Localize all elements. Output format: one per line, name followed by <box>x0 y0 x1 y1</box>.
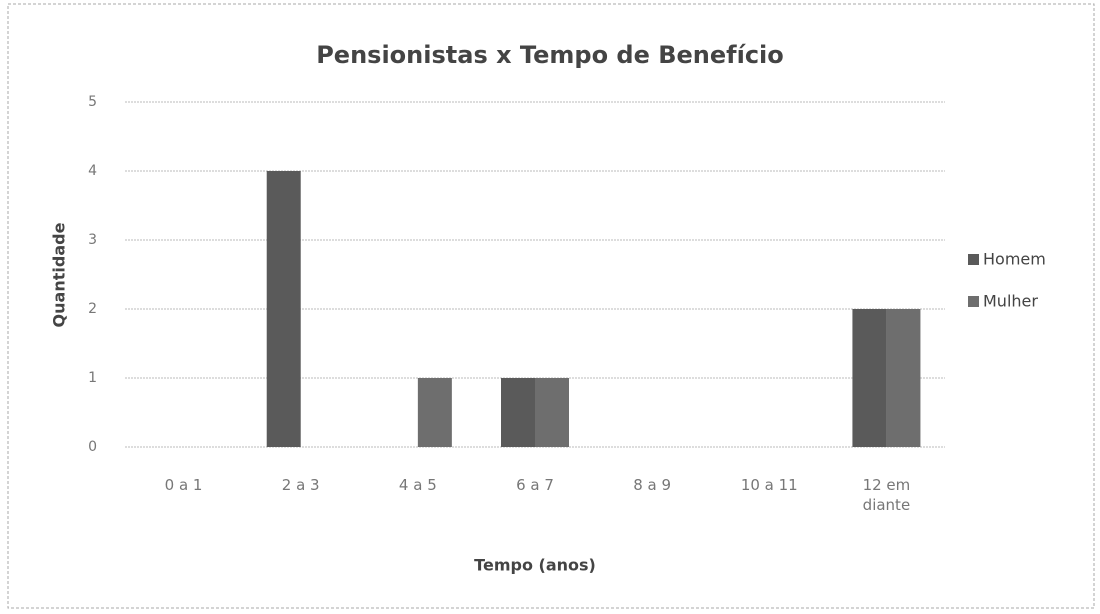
bar <box>535 378 569 447</box>
y-tick-label: 0 <box>88 439 97 455</box>
chart-title: Pensionistas x Tempo de Benefício <box>316 41 784 69</box>
x-tick-label-box: 10 a 11 <box>740 476 798 494</box>
x-tick-label: 2 a 3 <box>281 476 320 494</box>
bar <box>417 378 452 447</box>
legend-label: Homem <box>983 250 1046 269</box>
x-tick-label: 8 a 9 <box>633 476 672 494</box>
legend-swatch <box>968 296 979 307</box>
y-axis-title: Quantidade <box>50 222 69 327</box>
x-tick-label: 10 a 11 <box>740 476 798 494</box>
y-tick-label: 2 <box>88 301 97 317</box>
x-tick-label-box: 8 a 9 <box>633 476 672 494</box>
chart-frame <box>7 3 1095 609</box>
x-axis-title: Tempo (anos) <box>474 556 596 575</box>
x-tick-label: 12 em diante <box>862 476 911 514</box>
x-tick-label: 0 a 1 <box>164 476 203 494</box>
x-tick-label: 4 a 5 <box>398 476 437 494</box>
y-tick-label: 4 <box>88 163 97 179</box>
y-tick-label: 5 <box>88 94 97 110</box>
bar <box>852 309 887 447</box>
x-tick-label: 6 a 7 <box>516 476 554 494</box>
x-tick-label-box: 0 a 1 <box>164 476 203 494</box>
x-tick-label-box: 4 a 5 <box>398 476 437 494</box>
bar <box>266 171 301 447</box>
legend-swatch <box>968 254 979 265</box>
y-tick-label: 1 <box>88 370 97 386</box>
x-tick-label-box: 2 a 3 <box>281 476 320 494</box>
bar <box>886 309 921 447</box>
x-tick-label-box: 6 a 7 <box>516 476 554 494</box>
legend-label: Mulher <box>983 292 1038 311</box>
bar <box>501 378 535 447</box>
x-tick-label-box: 12 em diante <box>862 476 911 514</box>
y-tick-label: 3 <box>88 232 97 248</box>
